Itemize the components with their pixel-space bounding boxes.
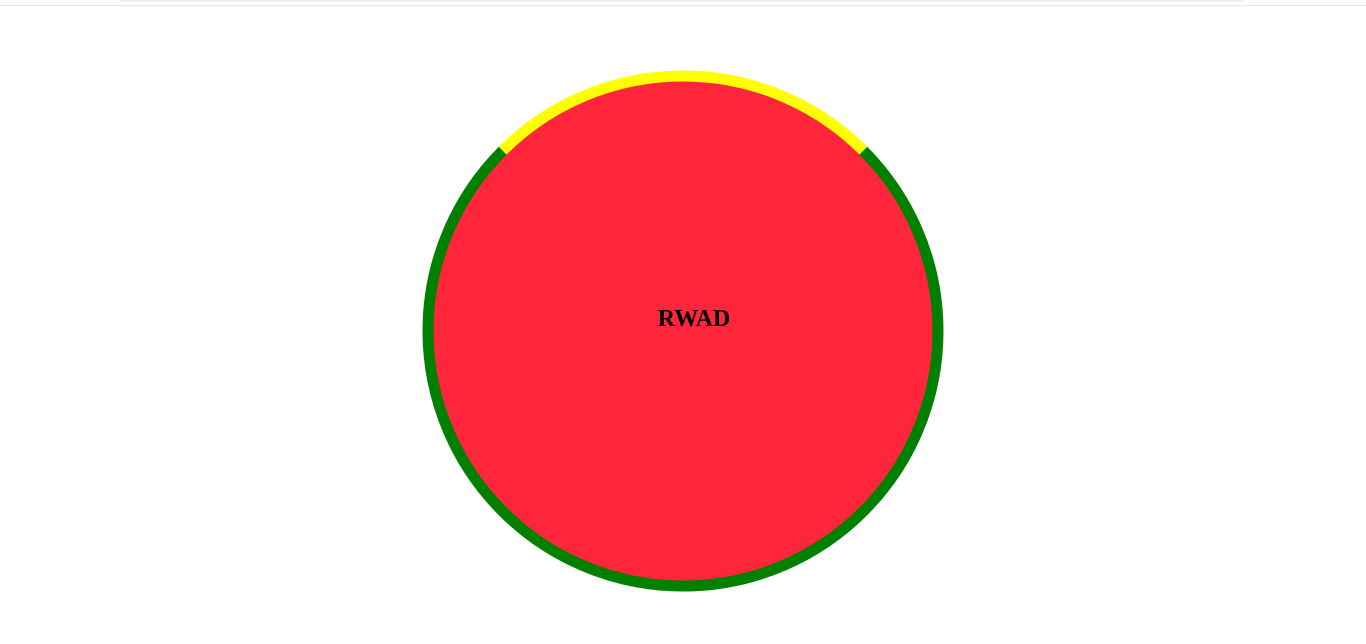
gauge-ring-segment-1 [422, 146, 944, 592]
gauge-fill-circle [433, 81, 933, 581]
gauge-graphic [422, 70, 944, 592]
top-bar [0, 0, 1366, 6]
gauge-ring-segment-0 [498, 70, 868, 155]
status-gauge[interactable]: RWAD [422, 70, 944, 592]
top-bar-strip [120, 0, 1246, 2]
gauge-ring [422, 70, 944, 592]
